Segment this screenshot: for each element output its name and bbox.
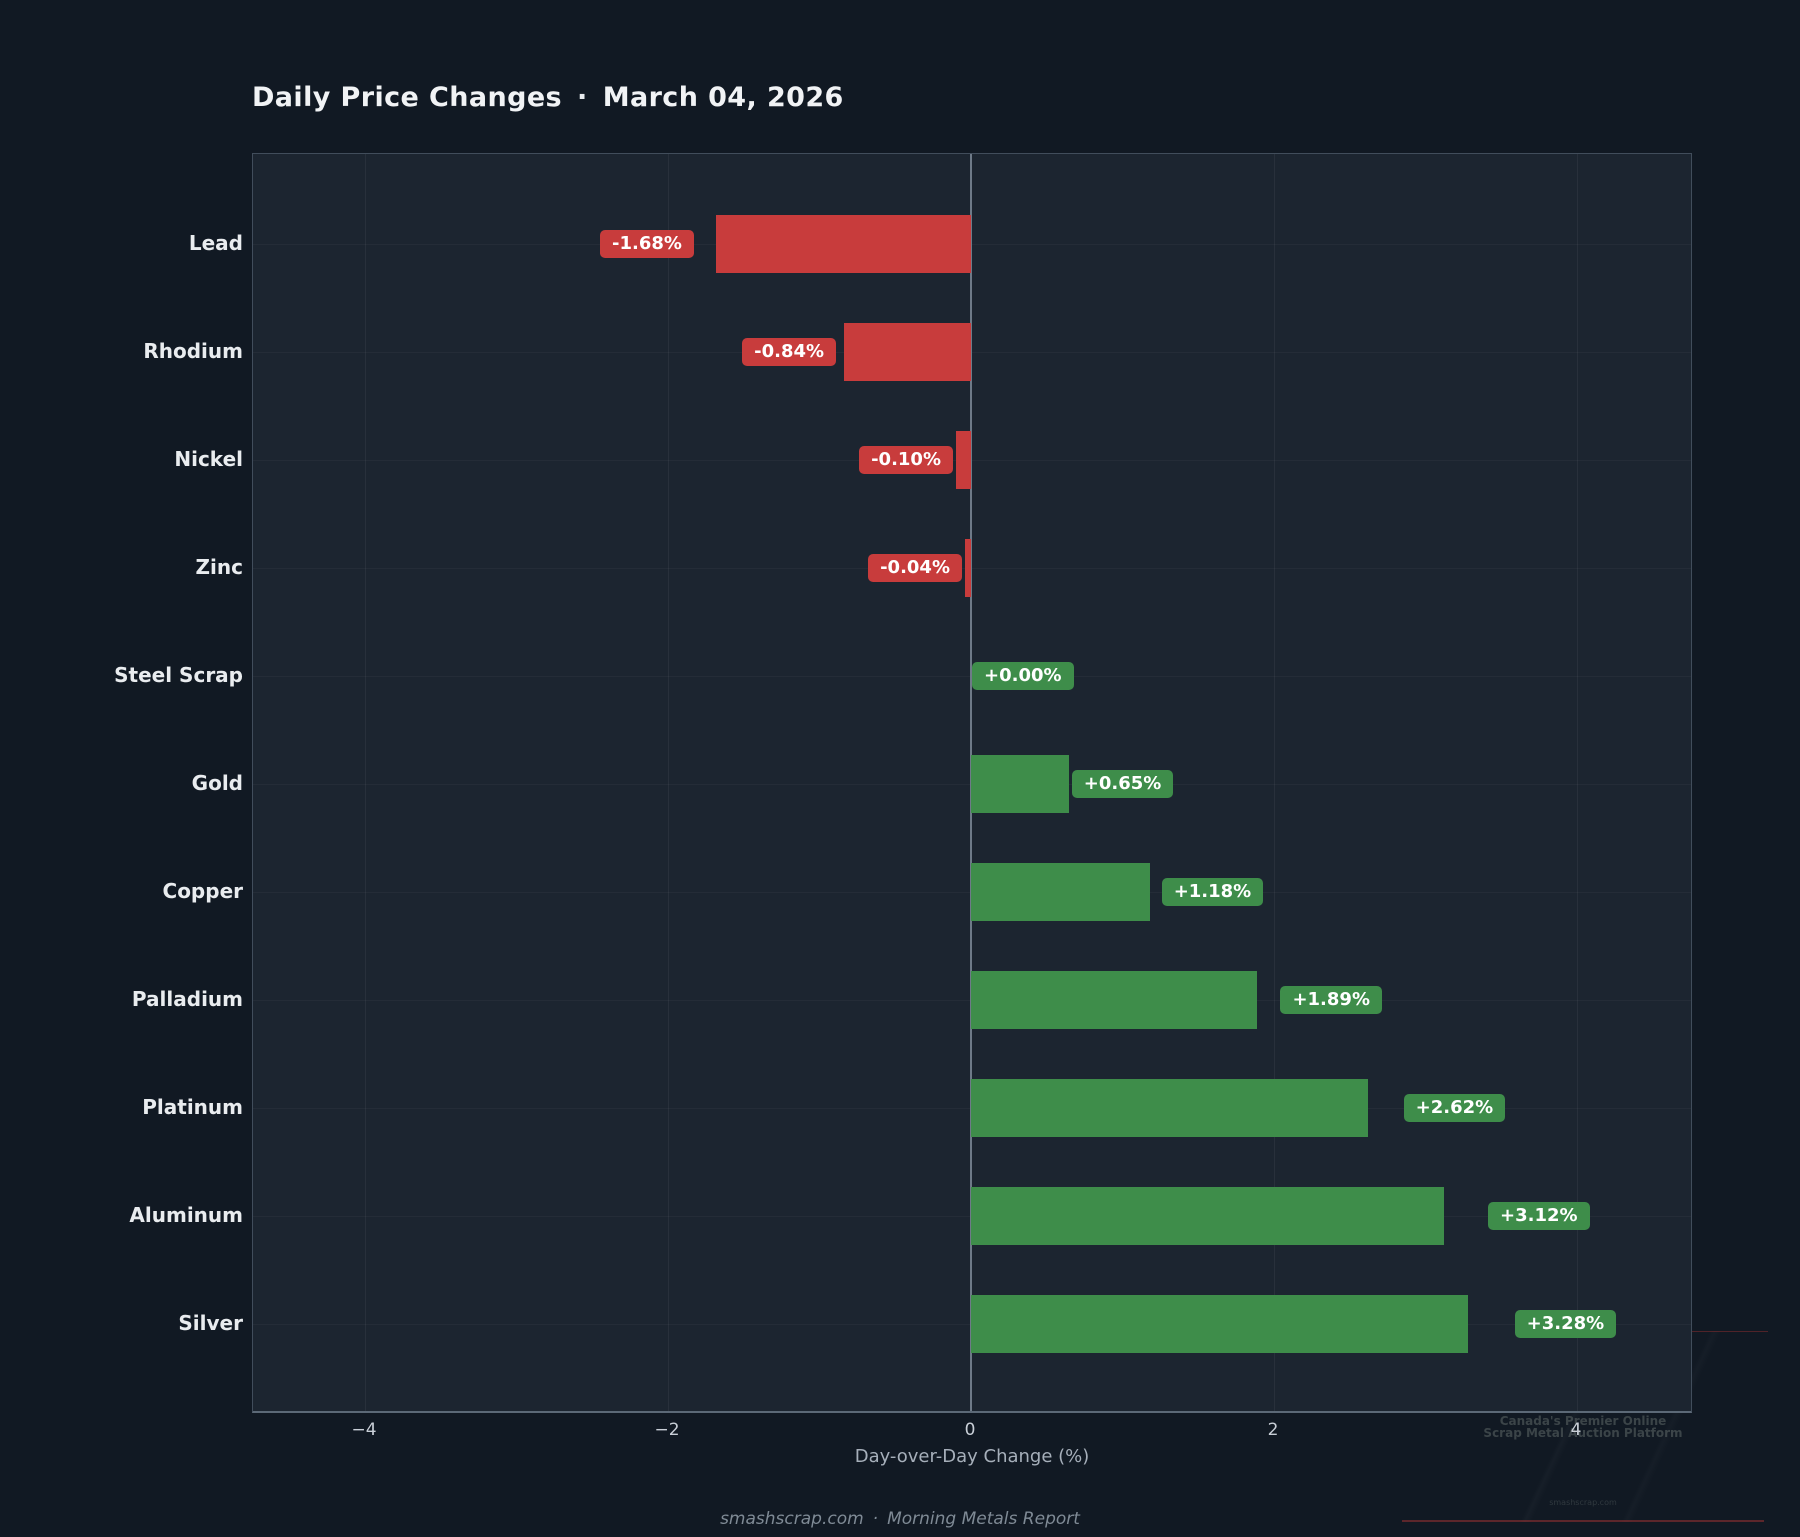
bar-palladium [971, 971, 1257, 1029]
bar-aluminum [971, 1187, 1444, 1245]
gridline-x--2 [668, 154, 669, 1411]
bar-nickel [956, 431, 971, 489]
footer-report: Morning Metals Report [887, 1509, 1080, 1529]
chart-title-separator: · [577, 82, 588, 113]
gridline-y [253, 568, 1691, 569]
footer: smashscrap.com · Morning Metals Report [0, 1509, 1800, 1529]
value-pill: +0.00% [972, 662, 1074, 690]
value-pill: +0.65% [1071, 770, 1174, 798]
bar-rhodium [844, 323, 971, 381]
bar-lead [716, 215, 971, 273]
x-axis-title: Day-over-Day Change (%) [854, 1446, 1090, 1467]
category-label-zinc: Zinc [195, 555, 243, 579]
bar-platinum [971, 1079, 1368, 1137]
chart-title-main: Daily Price Changes [252, 82, 563, 113]
watermark-tagline-line2: Scrap Metal Auction Platform [1483, 1426, 1683, 1440]
category-label-copper: Copper [162, 879, 243, 903]
footer-site: smashscrap.com [720, 1509, 864, 1529]
watermark-tagline-line1: Canada's Premier Online [1499, 1414, 1667, 1428]
bar-copper [971, 863, 1150, 921]
x-tick-label--2: −2 [654, 1420, 680, 1440]
value-pill: -0.84% [742, 338, 837, 366]
bar-gold [971, 755, 1069, 813]
gridline-y [253, 244, 1691, 245]
category-label-palladium: Palladium [131, 987, 243, 1011]
value-pill: +1.89% [1280, 986, 1382, 1014]
watermark-bottom-border [1402, 1520, 1764, 1522]
x-tick-label-2: 2 [1267, 1420, 1279, 1440]
value-pill: -0.04% [868, 554, 962, 582]
category-label-platinum: Platinum [142, 1095, 243, 1119]
chart-title: Daily Price Changes · March 04, 2026 [252, 82, 844, 113]
gridline-y [253, 460, 1691, 461]
x-tick-label--4: −4 [351, 1420, 377, 1440]
gridline-x-4 [1577, 154, 1578, 1411]
value-pill: -0.10% [859, 446, 953, 474]
category-label-gold: Gold [191, 771, 243, 795]
value-pill: +3.12% [1488, 1202, 1590, 1230]
category-label-steel-scrap: Steel Scrap [114, 663, 243, 687]
chart-title-date: March 04, 2026 [602, 82, 844, 113]
gridline-x-2 [1274, 154, 1275, 1411]
value-pill: +3.28% [1514, 1310, 1617, 1338]
x-tick-label-4: 4 [1570, 1420, 1582, 1440]
value-pill: +1.18% [1161, 878, 1264, 906]
watermark-url: smashscrap.com [1549, 1498, 1617, 1507]
footer-separator: · [872, 1509, 879, 1529]
category-label-silver: Silver [178, 1311, 243, 1335]
category-label-lead: Lead [188, 231, 243, 255]
watermark-tagline: Canada's Premier Online Scrap Metal Auct… [1398, 1415, 1768, 1439]
category-label-aluminum: Aluminum [129, 1203, 243, 1227]
value-pill: -1.68% [600, 230, 694, 258]
category-label-nickel: Nickel [174, 447, 243, 471]
plot-area: -1.68% -0.84% -0.10% -0.04% +0.00% +0.65% +1.1… [252, 153, 1692, 1413]
bar-zinc [965, 539, 971, 597]
value-pill: +2.62% [1403, 1094, 1506, 1122]
bar-silver [971, 1295, 1468, 1353]
gridline-y [253, 352, 1691, 353]
category-label-rhodium: Rhodium [143, 339, 243, 363]
gridline-x--4 [365, 154, 366, 1411]
x-tick-label-0: 0 [964, 1420, 976, 1440]
